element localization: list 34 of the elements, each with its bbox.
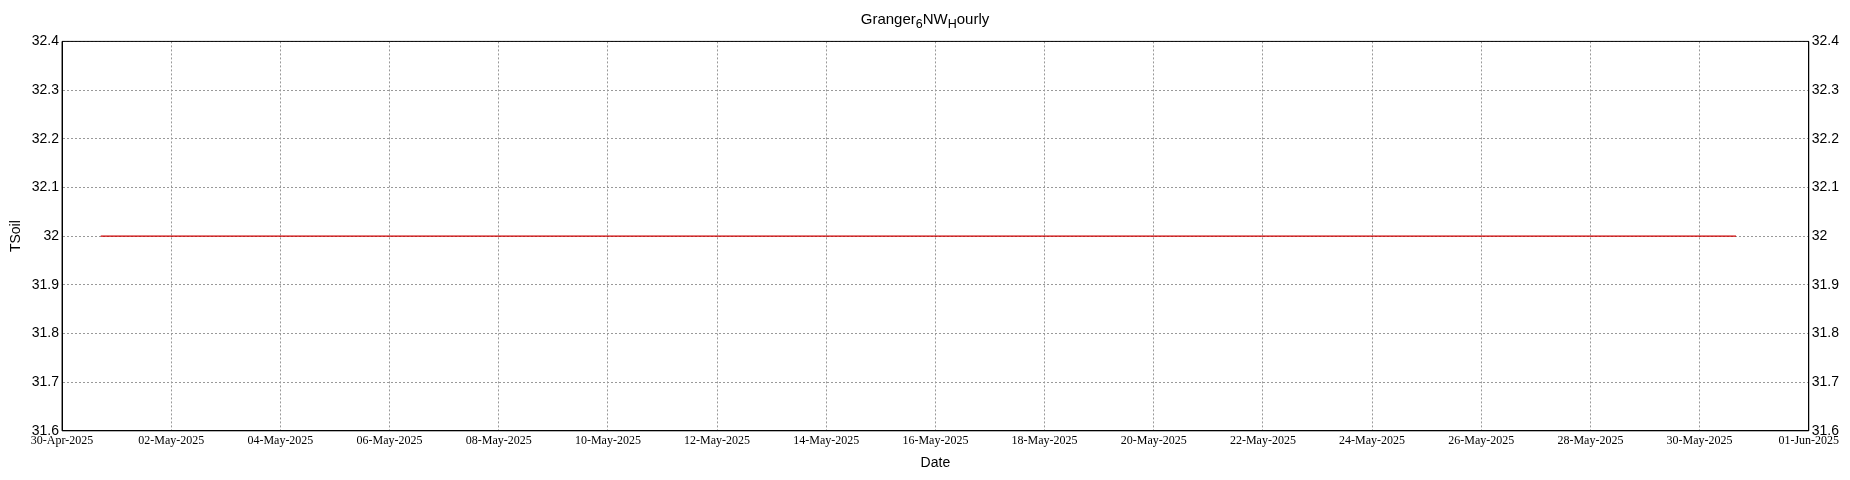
x-tick-label: 10-May-2025 bbox=[574, 433, 641, 448]
y2-tick-label: 32 bbox=[1811, 226, 1828, 243]
x-tick-label: 06-May-2025 bbox=[356, 433, 423, 448]
y2-tick-label: 31.7 bbox=[1811, 372, 1840, 389]
y-tick-label: 31.7 bbox=[31, 372, 60, 389]
x-tick-label: 22-May-2025 bbox=[1229, 433, 1296, 448]
x-tick-label: 02-May-2025 bbox=[138, 433, 205, 448]
y-tick-label: 32.1 bbox=[31, 178, 60, 195]
x-tick-label: 16-May-2025 bbox=[902, 433, 969, 448]
x-axis-title: Date bbox=[920, 454, 951, 471]
y-axis-title: TSoil bbox=[7, 220, 24, 253]
y-tick-label: 32 bbox=[43, 226, 60, 243]
x-tick-label: 30-May-2025 bbox=[1666, 433, 1733, 448]
y-tick-label: 32.2 bbox=[31, 129, 60, 146]
x-tick-label: 28-May-2025 bbox=[1557, 433, 1624, 448]
x-tick-label: 08-May-2025 bbox=[465, 433, 532, 448]
y2-tick-label: 32.1 bbox=[1811, 178, 1840, 195]
y2-tick-label: 31.9 bbox=[1811, 275, 1840, 292]
y-tick-label: 31.8 bbox=[31, 324, 60, 341]
y2-tick-label: 32.4 bbox=[1811, 32, 1840, 49]
x-tick-label: 14-May-2025 bbox=[793, 433, 860, 448]
x-tick-label: 18-May-2025 bbox=[1011, 433, 1078, 448]
y2-tick-label: 32.2 bbox=[1811, 129, 1840, 146]
y-tick-label: 32.4 bbox=[31, 32, 60, 49]
y2-tick-label: 31.8 bbox=[1811, 324, 1840, 341]
x-tick-label: 26-May-2025 bbox=[1448, 433, 1515, 448]
x-tick-label: 24-May-2025 bbox=[1339, 433, 1406, 448]
x-tick-label: 20-May-2025 bbox=[1120, 433, 1187, 448]
y2-tick-label: 32.3 bbox=[1811, 80, 1840, 97]
chart-title: Granger$_{6}$NW$_{H}$ourly bbox=[859, 10, 991, 31]
x-tick-label: 04-May-2025 bbox=[247, 433, 314, 448]
y-tick-label: 31.9 bbox=[31, 275, 60, 292]
y-tick-label: 32.3 bbox=[31, 80, 60, 97]
x-tick-label: 12-May-2025 bbox=[684, 433, 751, 448]
